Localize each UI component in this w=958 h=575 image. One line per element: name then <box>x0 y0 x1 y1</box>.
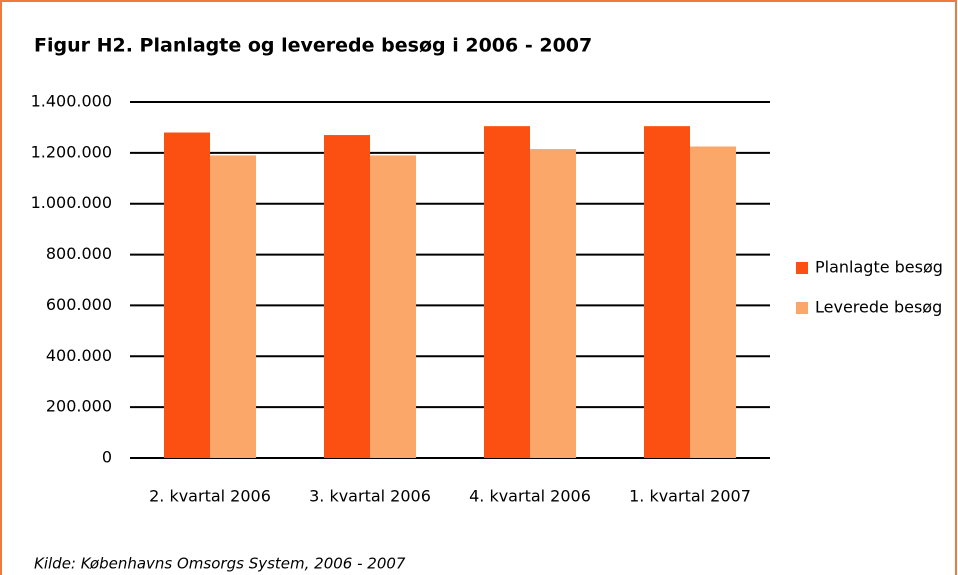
y-tick-label: 1.400.000 <box>31 92 112 111</box>
bar <box>370 155 416 458</box>
legend-label: Planlagte besøg <box>815 258 943 277</box>
legend-swatch <box>796 262 808 274</box>
bar <box>690 146 736 458</box>
bar <box>484 126 530 459</box>
bar <box>164 132 210 458</box>
bar <box>324 135 370 459</box>
y-tick-label: 600.000 <box>46 295 112 314</box>
legend-label: Leverede besøg <box>815 298 942 317</box>
x-tick-label: 3. kvartal 2006 <box>309 487 431 506</box>
legend-swatch <box>796 302 808 314</box>
y-tick-label: 0 <box>102 448 112 467</box>
bar <box>210 155 256 458</box>
bar <box>644 126 690 459</box>
y-tick-label: 1.000.000 <box>31 193 112 212</box>
chart-title: Figur H2. Planlagte og leverede besøg i … <box>34 35 592 57</box>
y-tick-label: 800.000 <box>46 244 112 263</box>
y-tick-label: 1.200.000 <box>31 142 112 161</box>
x-tick-label: 4. kvartal 2006 <box>469 487 591 506</box>
x-tick-label: 1. kvartal 2007 <box>629 487 751 506</box>
y-tick-label: 200.000 <box>46 397 112 416</box>
bar <box>530 149 576 459</box>
x-tick-label: 2. kvartal 2006 <box>149 487 271 506</box>
source-note: Kilde: Københavns Omsorgs System, 2006 -… <box>34 555 406 573</box>
y-tick-label: 400.000 <box>46 346 112 365</box>
